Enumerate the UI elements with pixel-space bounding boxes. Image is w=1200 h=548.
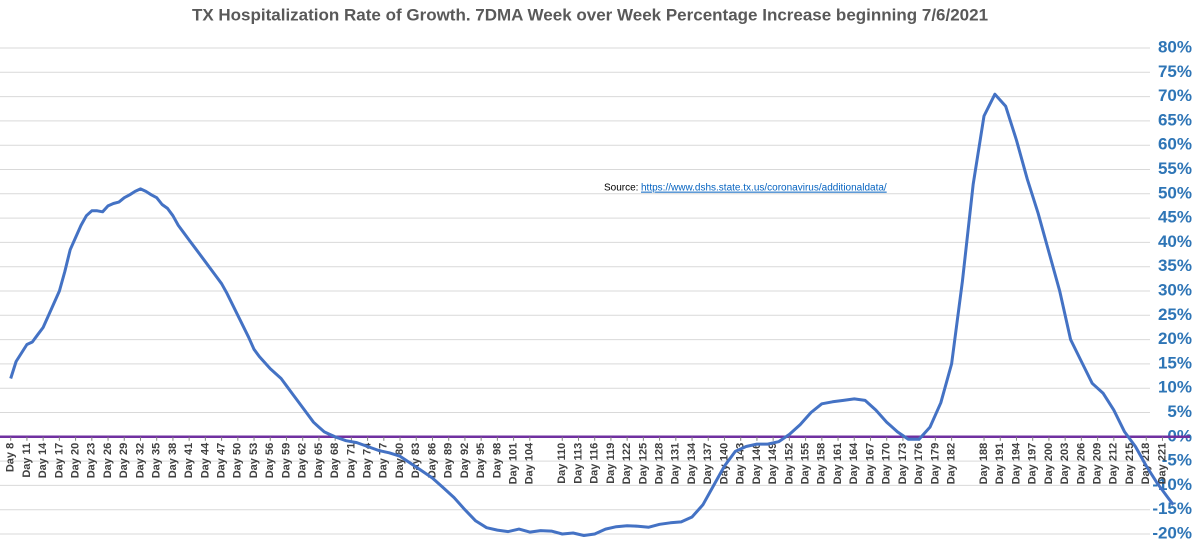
x-tick-label: Day 74 [362,442,374,478]
x-tick-label: Day 35 [151,443,163,478]
x-tick-label: Day 71 [345,443,357,478]
x-tick-label: Day 62 [297,443,309,478]
x-tick-label: Day 191 [994,443,1006,485]
x-tick-label: Day 200 [1043,443,1055,485]
x-tick-label: Day 173 [897,443,909,485]
x-tick-label: Day 125 [637,443,649,485]
x-tick-label: Day 14 [37,442,49,478]
x-tick-label: Day 188 [978,443,990,485]
x-tick-label: Day 50 [232,443,244,478]
y-tick-label: 75% [1158,62,1192,81]
x-tick-label: Day 77 [378,443,390,478]
x-tick-label: Day 167 [864,443,876,485]
y-tick-label: 55% [1158,159,1192,178]
y-tick-label: 45% [1158,208,1192,227]
x-tick-label: Day 8 [5,443,17,472]
y-tick-label: 50% [1158,183,1192,202]
x-tick-label: Day 23 [86,443,98,478]
y-tick-label: 30% [1158,280,1192,299]
x-tick-label: Day 101 [508,443,520,485]
x-tick-label: Day 221 [1156,443,1168,485]
x-tick-label: Day 26 [102,443,114,478]
x-tick-label: Day 83 [410,443,422,478]
x-tick-label: Day 146 [751,443,763,485]
x-tick-label: Day 92 [459,443,471,478]
x-tick-label: Day 86 [426,443,438,478]
x-tick-label: Day 206 [1075,443,1087,485]
y-tick-label: 25% [1158,305,1192,324]
x-tick-label: Day 104 [524,442,536,484]
x-tick-label: Day 113 [572,443,584,484]
x-tick-label: Day 164 [848,442,860,484]
y-tick-label: 60% [1158,135,1192,154]
y-tick-label: -5% [1162,451,1192,470]
y-tick-label: 20% [1158,329,1192,348]
x-tick-label: Day 182 [946,443,958,485]
x-tick-label: Day 116 [589,443,601,484]
x-tick-label: Day 110 [556,443,568,484]
data-line [9,92,1175,537]
x-tick-label: Day 197 [1027,443,1039,485]
x-tick-label: Day 194 [1010,442,1022,484]
source-label: Source: [604,183,638,194]
x-tick-label: Day 17 [53,443,65,478]
x-tick-label: Day 161 [832,443,844,485]
chart-title: TX Hospitalization Rate of Growth. 7DMA … [192,5,988,24]
y-tick-label: 65% [1158,110,1192,129]
x-tick-label: Day 20 [70,443,82,478]
x-tick-label: Day 95 [475,443,487,478]
x-tick-label: Day 131 [670,443,682,485]
x-tick-label: Day 152 [783,443,795,485]
x-tick-label: Day 44 [199,442,211,478]
x-tick-label: Day 119 [605,443,617,484]
x-tick-label: Day 65 [313,443,325,478]
x-tick-label: Day 209 [1092,443,1104,485]
x-tick-label: Day 47 [216,443,228,478]
source-link: https://www.dshs.state.tx.us/coronavirus… [641,183,887,194]
y-tick-label: 70% [1158,86,1192,105]
x-tick-label: Day 59 [280,443,292,478]
x-tick-label: Day 80 [394,443,406,478]
y-tick-label: -20% [1152,523,1192,542]
x-tick-label: Day 203 [1059,443,1071,485]
x-tick-label: Day 32 [134,443,146,478]
x-tick-label: Day 170 [881,443,893,485]
x-tick-label: Day 38 [167,443,179,478]
y-tick-label: 80% [1158,37,1192,56]
x-tick-label: Day 98 [491,443,503,478]
x-tick-label: Day 215 [1124,443,1136,485]
x-tick-label: Day 155 [800,443,812,485]
x-tick-label: Day 137 [702,443,714,485]
x-tick-label: Day 212 [1108,443,1120,485]
x-tick-label: Day 29 [118,443,130,478]
x-tick-label: Day 176 [913,443,925,485]
x-tick-label: Day 143 [735,443,747,485]
x-tick-label: Day 53 [248,443,260,478]
x-tick-label: Day 11 [21,443,33,478]
x-tick-label: Day 128 [654,443,666,485]
x-tick-label: Day 89 [443,443,455,478]
y-tick-label: 5% [1167,402,1192,421]
x-tick-label: Day 158 [816,443,828,485]
x-tick-label: Day 56 [264,443,276,478]
y-tick-label: 35% [1158,256,1192,275]
x-tick-label: Day 140 [718,443,730,485]
x-tick-label: Day 134 [686,442,698,484]
y-tick-label: 10% [1158,378,1192,397]
y-tick-label: 40% [1158,232,1192,251]
x-tick-label: Day 41 [183,443,195,478]
y-tick-label: -15% [1152,499,1192,518]
x-tick-label: Day 122 [621,443,633,485]
x-tick-label: Day 179 [929,443,941,485]
y-tick-label: 15% [1158,353,1192,372]
x-tick-label: Day 149 [767,443,779,485]
x-tick-label: Day 68 [329,443,341,478]
